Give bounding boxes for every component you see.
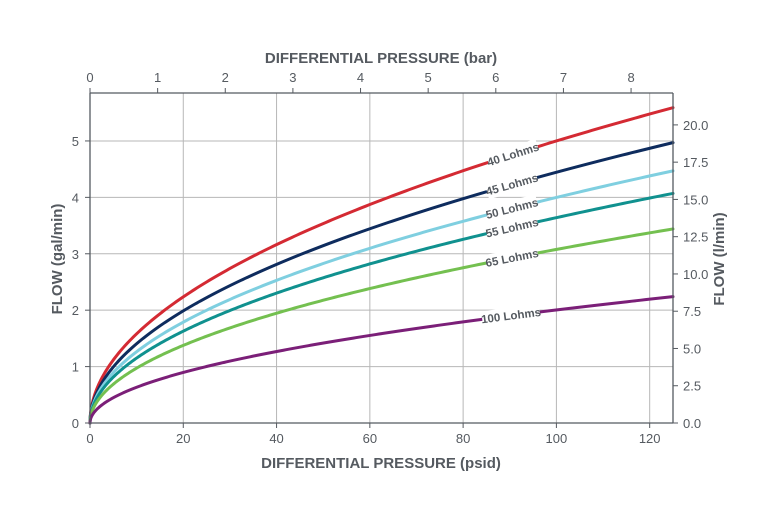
y-tick-label-right: 12.5 [683,230,708,245]
y-axis-title-left: FLOW (gal/min) [49,204,66,315]
x-tick-label-top: 1 [154,70,161,85]
x-tick-label-bottom: 40 [269,431,283,446]
y-tick-label-left: 1 [72,360,79,375]
axes [85,88,678,428]
curve-50-lohms [88,169,675,425]
y-tick-label-right: 5.0 [683,341,701,356]
curve-label-text: 40 Lohms [486,142,541,170]
x-axis-title-bottom: DIFFERENTIAL PRESSURE (psid) [261,455,501,472]
x-tick-label-bottom: 60 [363,431,377,446]
y-tick-label-right: 7.5 [683,304,701,319]
flow-curves [88,106,675,425]
x-tick-label-top: 5 [425,70,432,85]
y-tick-label-left: 3 [72,247,79,262]
y-tick-label-right: 0.0 [683,416,701,431]
curve-40-lohms [88,106,675,425]
y-tick-label-left: 5 [72,134,79,149]
y-tick-label-right: 2.5 [683,379,701,394]
x-tick-label-top: 2 [222,70,229,85]
y-tick-label-left: 2 [72,303,79,318]
y-axis-title-right: FLOW (l/min) [711,212,728,305]
y-tick-label-left: 0 [72,416,79,431]
curve-label-background [485,138,541,170]
x-tick-label-bottom: 20 [176,431,190,446]
x-tick-label-top: 4 [357,70,364,85]
y-tick-label-right: 10.0 [683,267,708,282]
curve-label-background [484,245,540,271]
curve-label-group: 45 Lohms [484,169,540,200]
curve-label-background [481,304,541,328]
x-tick-label-bottom: 120 [639,431,661,446]
curve-45-lohms [88,141,675,425]
y-tick-label-right: 15.0 [683,192,708,207]
curve-label-background [484,214,540,242]
x-tick-label-bottom: 0 [86,431,93,446]
x-tick-label-top: 7 [560,70,567,85]
x-tick-label-top: 6 [492,70,499,85]
x-tick-label-top: 8 [627,70,634,85]
x-axis-title-top: DIFFERENTIAL PRESSURE (bar) [265,50,497,67]
curve-label-group: 65 Lohms [484,245,540,271]
y-tick-label-right: 17.5 [683,155,708,170]
curve-label-background [484,169,540,200]
x-tick-label-top: 3 [289,70,296,85]
x-tick-label-top: 0 [86,70,93,85]
x-tick-label-bottom: 80 [456,431,470,446]
curve-55-lohms [88,191,675,425]
curve-label-group: 40 Lohms [485,138,541,170]
y-tick-label-right: 20.0 [683,118,708,133]
y-tick-label-left: 4 [72,190,79,205]
curve-label-group: 100 Lohms [481,304,542,328]
x-tick-label-bottom: 100 [546,431,568,446]
curve-label-background [484,194,540,223]
